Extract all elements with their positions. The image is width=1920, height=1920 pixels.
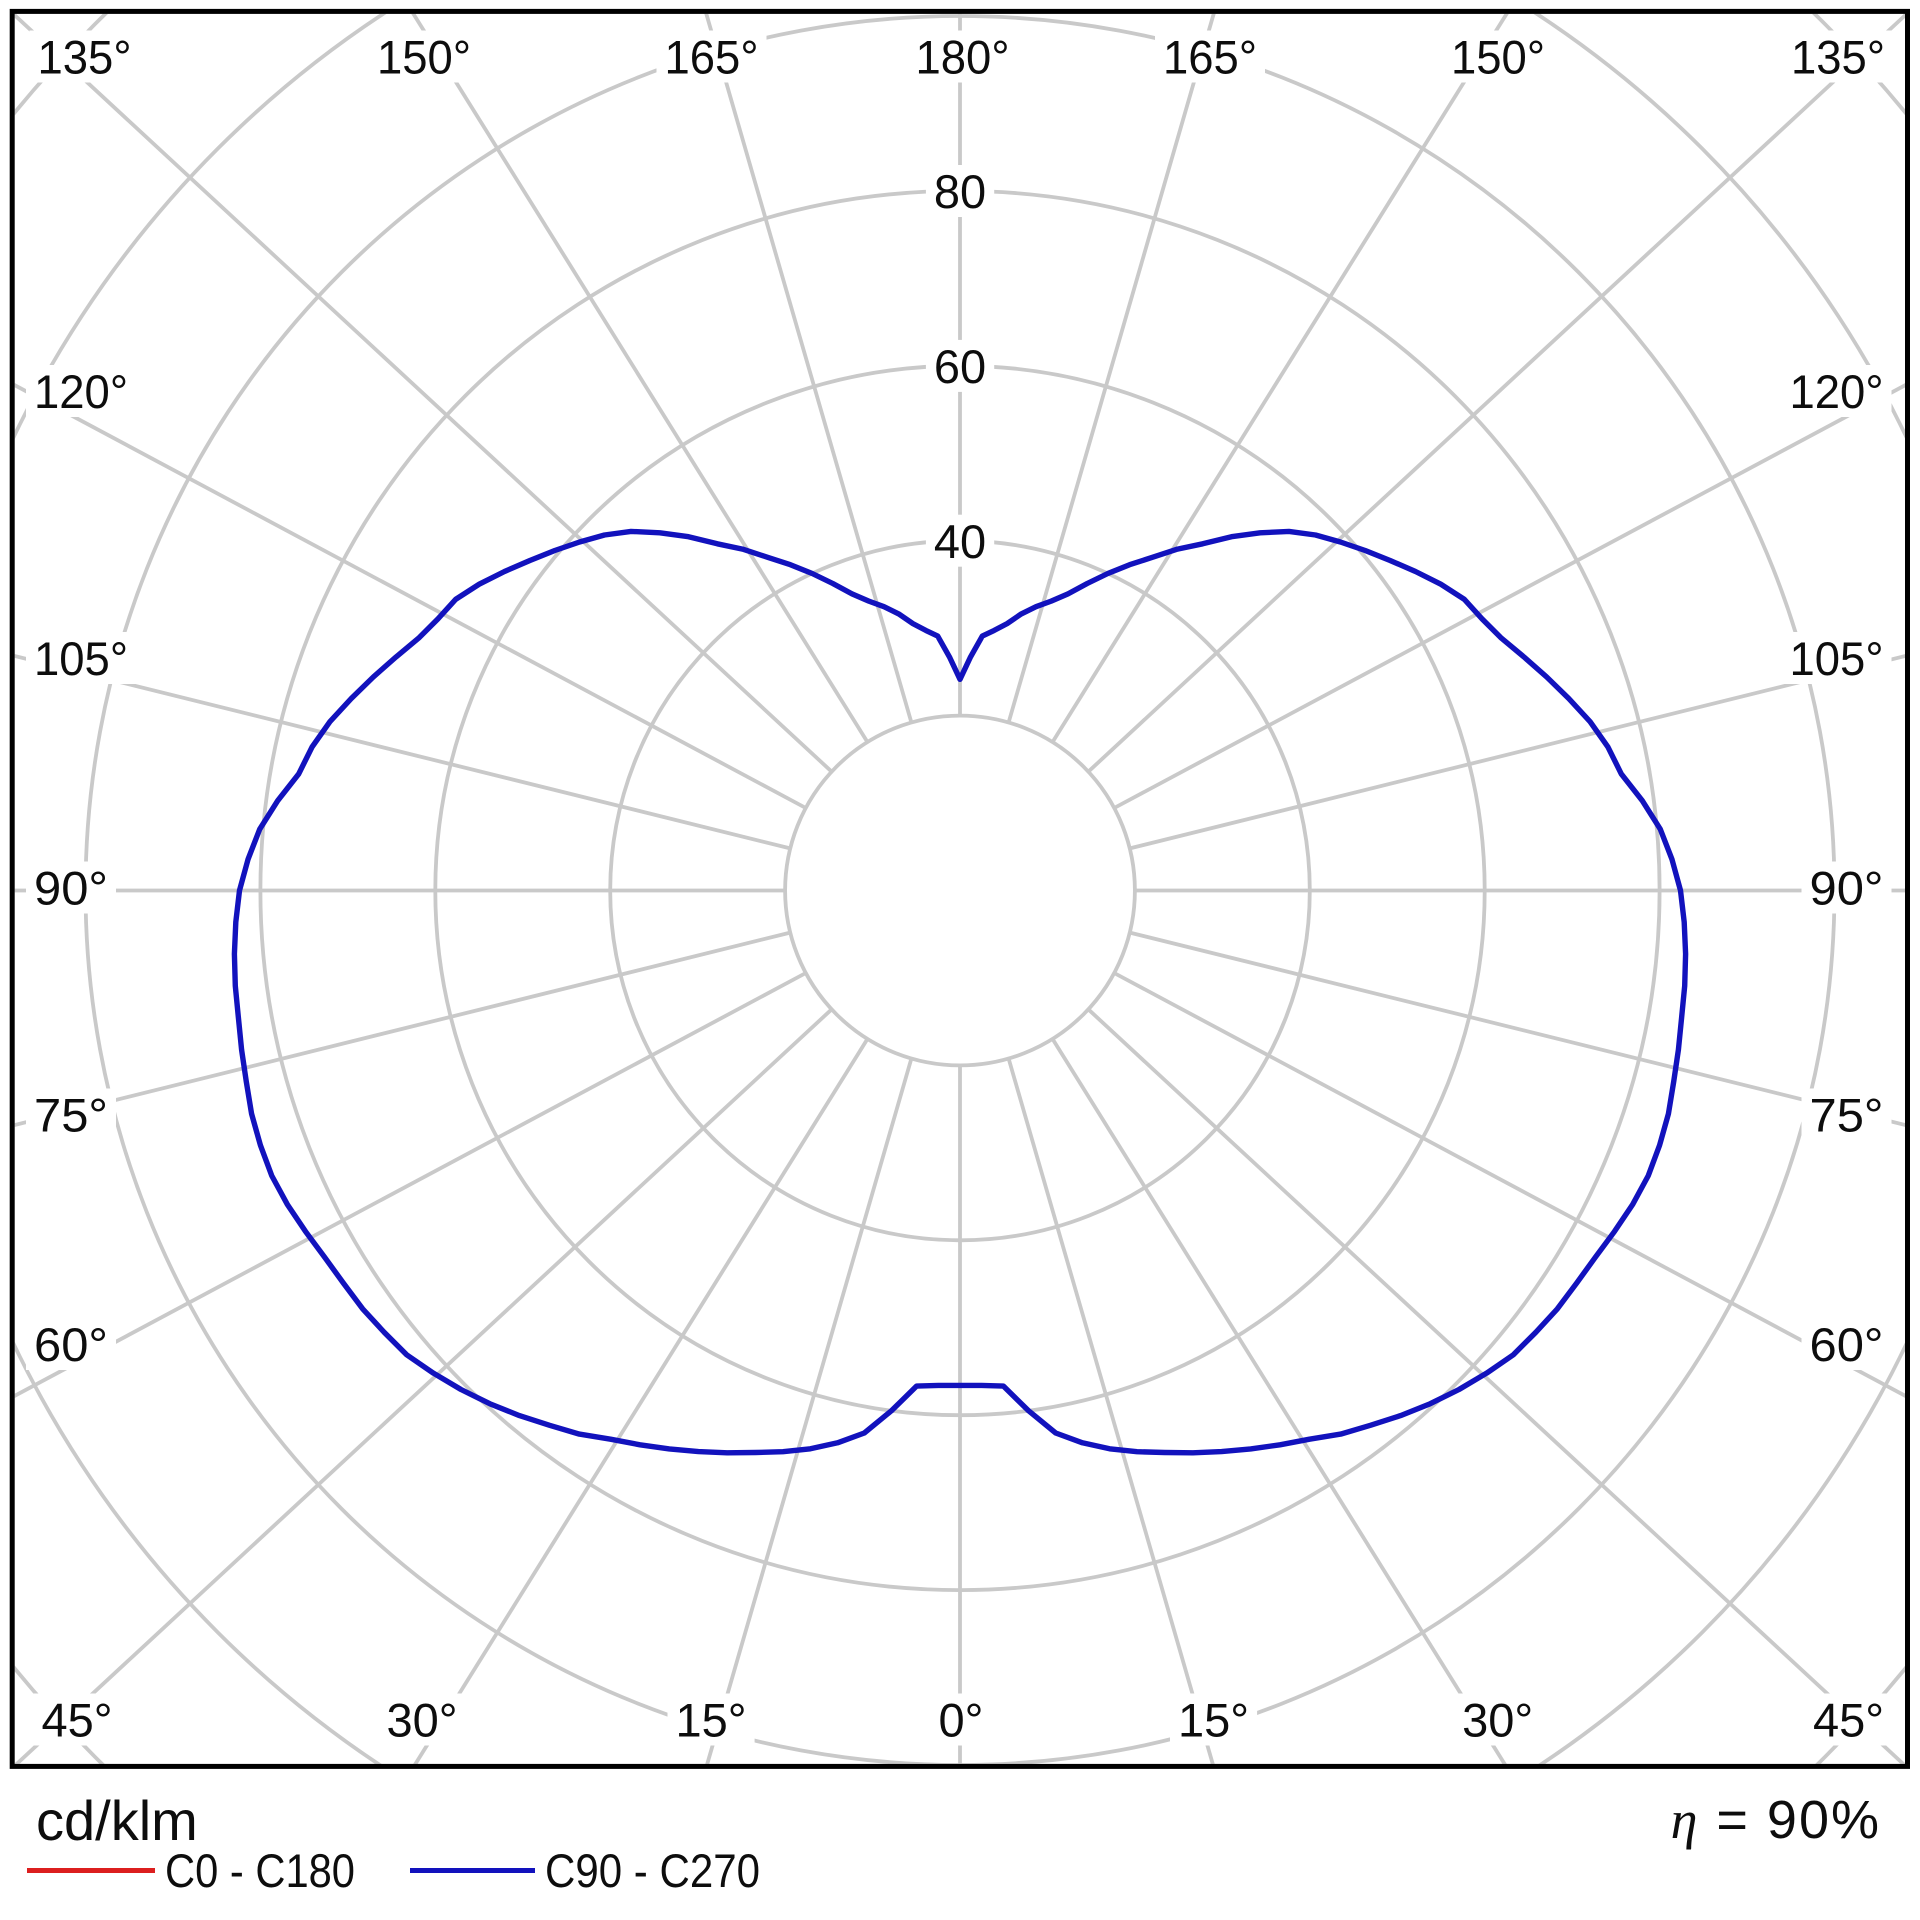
svg-text:165°: 165° <box>1163 31 1257 84</box>
svg-text:45°: 45° <box>1813 1694 1884 1747</box>
svg-text:30°: 30° <box>386 1694 457 1747</box>
svg-text:45°: 45° <box>41 1694 112 1747</box>
svg-text:180°: 180° <box>916 31 1010 84</box>
svg-text:60°: 60° <box>34 1318 108 1371</box>
svg-text:120°: 120° <box>1790 365 1884 418</box>
svg-text:40: 40 <box>934 515 986 568</box>
svg-text:15°: 15° <box>675 1694 746 1747</box>
svg-text:C90 - C270: C90 - C270 <box>545 1844 760 1897</box>
svg-text:75°: 75° <box>34 1089 108 1142</box>
svg-text:C0 - C180: C0 - C180 <box>165 1844 355 1897</box>
svg-text:η = 90%: η = 90% <box>1671 1790 1881 1850</box>
svg-text:cd/klm: cd/klm <box>36 1789 198 1852</box>
svg-text:90°: 90° <box>34 862 108 915</box>
svg-text:150°: 150° <box>377 31 471 84</box>
svg-text:0°: 0° <box>939 1694 984 1747</box>
svg-text:15°: 15° <box>1178 1694 1249 1747</box>
svg-text:30°: 30° <box>1462 1694 1533 1747</box>
svg-text:105°: 105° <box>34 632 128 685</box>
svg-text:135°: 135° <box>1791 31 1885 84</box>
svg-text:165°: 165° <box>665 31 759 84</box>
svg-text:150°: 150° <box>1451 31 1545 84</box>
svg-text:135°: 135° <box>38 31 132 84</box>
svg-text:120°: 120° <box>34 365 128 418</box>
svg-text:105°: 105° <box>1790 632 1884 685</box>
svg-text:90°: 90° <box>1810 862 1884 915</box>
svg-text:60°: 60° <box>1810 1318 1884 1371</box>
svg-text:60: 60 <box>934 340 986 393</box>
svg-text:75°: 75° <box>1810 1089 1884 1142</box>
svg-text:80: 80 <box>934 165 986 218</box>
